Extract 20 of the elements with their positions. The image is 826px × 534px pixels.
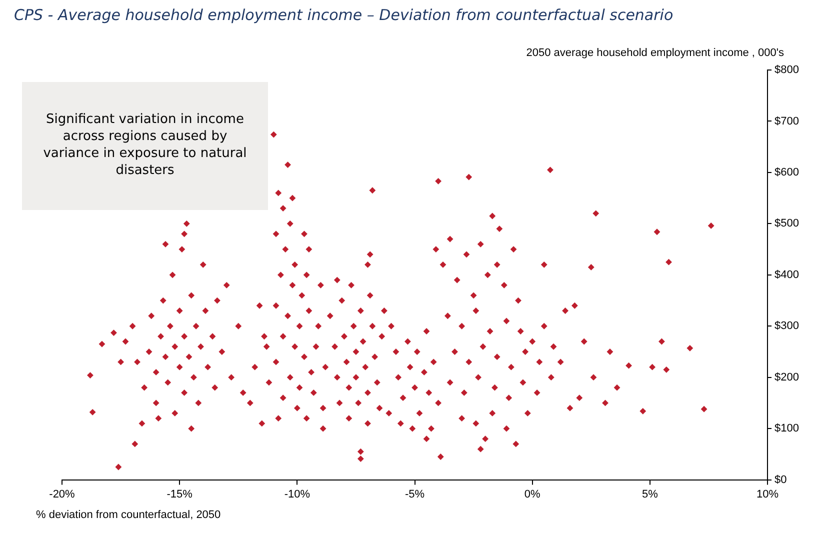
x-tick-label: 0% — [524, 488, 541, 500]
y-tick-label: $0 — [774, 474, 787, 486]
y-tick-label: $500 — [774, 218, 800, 230]
y-tick-label: $600 — [774, 166, 800, 178]
callout-box: Significant variation in income across regions caused by variance in exposure to natural disasters — [22, 82, 268, 210]
x-tick-label: -20% — [49, 488, 76, 500]
y-tick-label: $200 — [774, 371, 800, 384]
y-axis-title: 2050 average household employment income , 000's — [526, 47, 784, 59]
x-tick-label: -5% — [404, 488, 425, 500]
y-tick-label: $800 — [774, 64, 800, 76]
x-tick-label: 10% — [756, 488, 779, 500]
x-tick-label: 5% — [642, 488, 658, 500]
x-axis-title: % deviation from counterfactual, 2050 — [36, 509, 221, 521]
y-tick-label: $700 — [774, 115, 800, 128]
chart-title: CPS - Average household employment income – Deviation from counterfactual scenario — [14, 6, 674, 24]
y-tick-label: $300 — [774, 320, 800, 332]
x-tick-label: -10% — [284, 488, 310, 500]
y-tick-label: $400 — [774, 268, 800, 281]
y-tick-label: $100 — [774, 422, 800, 435]
x-tick-label: -15% — [166, 488, 193, 500]
